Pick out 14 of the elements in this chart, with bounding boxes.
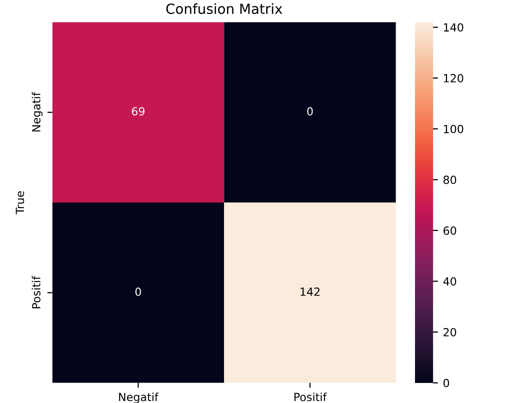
color-bar-label: 40 [443,277,456,286]
data-label: 142 [300,288,320,296]
color-bar-label: 120 [444,74,464,82]
color-bar-label: 140 [444,23,464,32]
color-bar-label: 0 [443,378,450,388]
color-bar-label: 60 [444,226,456,235]
data-label: 69 [132,107,144,116]
color-bar-label: 20 [444,328,456,336]
color-bar-label: 100 [444,124,464,134]
y-axis-title: True [16,191,24,214]
chart-title: Confusion Matrix [166,3,282,14]
color-bar-label: 80 [444,176,456,184]
data-label: 0 [135,288,141,296]
data-label: 0 [307,107,313,116]
